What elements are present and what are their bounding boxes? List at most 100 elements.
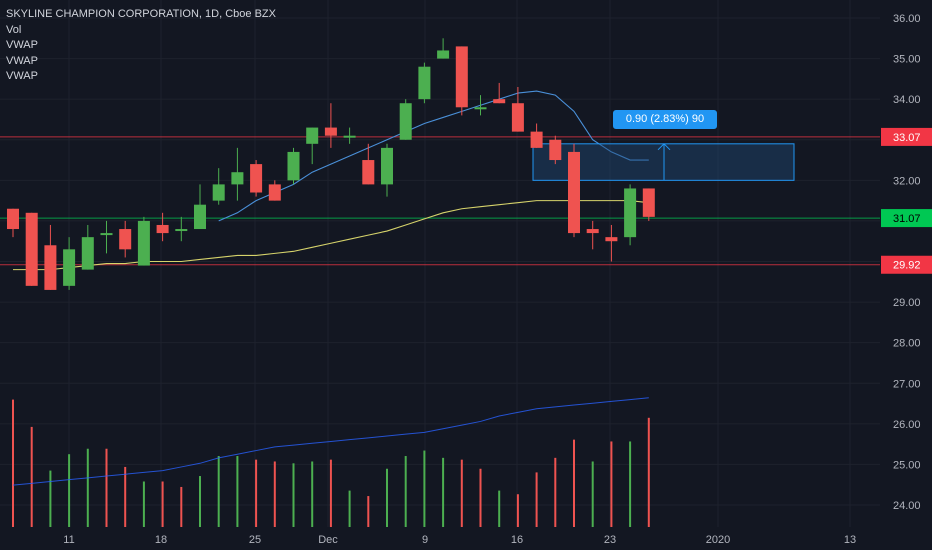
- time-tick-label: 16: [511, 534, 523, 546]
- measure-label[interactable]: 0.90 (2.83%) 90: [613, 110, 717, 129]
- candle-body: [642, 188, 655, 217]
- volume-bar: [610, 441, 613, 527]
- volume-bar: [30, 426, 33, 527]
- volume-bar: [124, 466, 127, 527]
- price-tick-label: 26.00: [893, 419, 921, 431]
- price-axis[interactable]: 36.0035.0034.0033.0032.0031.0030.0029.00…: [880, 0, 932, 550]
- volume-bar: [105, 448, 108, 527]
- candle-body: [25, 212, 38, 286]
- volume-bar: [217, 456, 220, 527]
- time-tick-label: 25: [249, 534, 261, 546]
- candle: [81, 224, 94, 270]
- candle-body: [530, 131, 543, 148]
- volume-bar: [554, 457, 557, 527]
- candle: [100, 220, 113, 254]
- candle-body: [399, 103, 412, 140]
- price-label-box: [881, 255, 932, 274]
- volume-bar: [236, 456, 239, 527]
- volume-bar: [49, 470, 52, 527]
- candle: [306, 127, 319, 165]
- price-tick-label: 24.00: [893, 500, 921, 512]
- vwap-lines: [13, 90, 649, 271]
- candle: [530, 123, 543, 148]
- legend-vwap-1[interactable]: VWAP: [6, 39, 38, 51]
- candle-body: [306, 127, 319, 144]
- candle-body: [586, 229, 599, 234]
- time-tick-label: 11: [63, 534, 74, 546]
- candle: [25, 212, 38, 286]
- volume-bar: [142, 481, 145, 527]
- time-axis-bg: [0, 527, 932, 550]
- candle: [212, 168, 225, 205]
- candle-body: [605, 237, 618, 242]
- volume-bar: [479, 468, 482, 527]
- vwap-line-1: [13, 200, 649, 271]
- volume-bar: [423, 450, 426, 527]
- chart-legend: SKYLINE CHAMPION CORPORATION, 1D, Cboe B…: [6, 7, 276, 85]
- price-tick-label: 34.00: [893, 94, 921, 106]
- volume-bar: [460, 459, 463, 527]
- volume-bar: [516, 494, 519, 527]
- price-tick-label: 27.00: [893, 378, 921, 390]
- volume-bar: [199, 476, 201, 527]
- candle-body: [231, 172, 244, 185]
- volume-bar: [647, 417, 650, 527]
- volume-bar: [329, 459, 332, 527]
- price-tick-label: 35.00: [893, 54, 921, 66]
- candle-body: [250, 164, 263, 193]
- legend-vwap-3[interactable]: VWAP: [6, 70, 38, 82]
- candle: [549, 135, 562, 165]
- candle: [156, 212, 169, 242]
- legend-vwap-2[interactable]: VWAP: [6, 54, 38, 67]
- time-tick-label: 9: [422, 534, 428, 546]
- volume-bar: [292, 463, 295, 527]
- candle-body: [568, 151, 580, 234]
- volume-bar: [348, 490, 351, 527]
- volume-bar: [12, 399, 14, 527]
- volume-bar: [386, 468, 388, 527]
- volume-bar: [161, 481, 164, 527]
- price-tick-label: 32.00: [893, 175, 921, 187]
- volume-bars: [12, 399, 650, 527]
- candle: [455, 46, 468, 116]
- time-tick-label: 23: [604, 534, 616, 546]
- volume-bar: [498, 490, 501, 527]
- candle: [194, 184, 206, 230]
- time-axis[interactable]: 11 18 25 Dec 9 16 23 2020 13: [0, 527, 932, 550]
- volume-average-line: [12, 397, 649, 486]
- price-tick-label: 28.00: [893, 338, 921, 350]
- candle-body: [437, 50, 450, 59]
- legend-title[interactable]: SKYLINE CHAMPION CORPORATION, 1D, Cboe B…: [6, 8, 276, 20]
- candle: [7, 208, 19, 238]
- candle: [119, 220, 132, 258]
- candle-body: [81, 237, 94, 270]
- time-tick-label: 18: [155, 534, 167, 546]
- legend-vol[interactable]: Vol: [6, 23, 22, 36]
- price-label-text: 33.07: [893, 132, 921, 144]
- candle-body: [175, 229, 188, 232]
- candle-body: [511, 103, 524, 132]
- volume-bar: [404, 456, 407, 527]
- candle: [437, 38, 450, 59]
- candle: [44, 224, 57, 290]
- candle: [568, 143, 580, 238]
- candle: [511, 86, 524, 132]
- volume-bar: [591, 461, 594, 527]
- measure-arrow-head: [657, 143, 671, 151]
- candle: [324, 103, 337, 148]
- price-label-text: 31.07: [893, 213, 921, 225]
- candle-body: [44, 245, 57, 290]
- volume-bar: [180, 486, 183, 527]
- candle-body: [381, 147, 393, 185]
- vwap-line-2: [218, 90, 649, 222]
- candle-body: [624, 188, 637, 238]
- volume-bar: [86, 448, 89, 527]
- time-tick-label: Dec: [318, 534, 338, 546]
- candle: [605, 224, 618, 262]
- price-tick-label: 36.00: [893, 13, 921, 25]
- candle: [137, 216, 150, 266]
- price-label-text: 29.92: [893, 260, 921, 272]
- candle-body: [455, 46, 468, 108]
- price-tick-label: 25.00: [893, 459, 921, 471]
